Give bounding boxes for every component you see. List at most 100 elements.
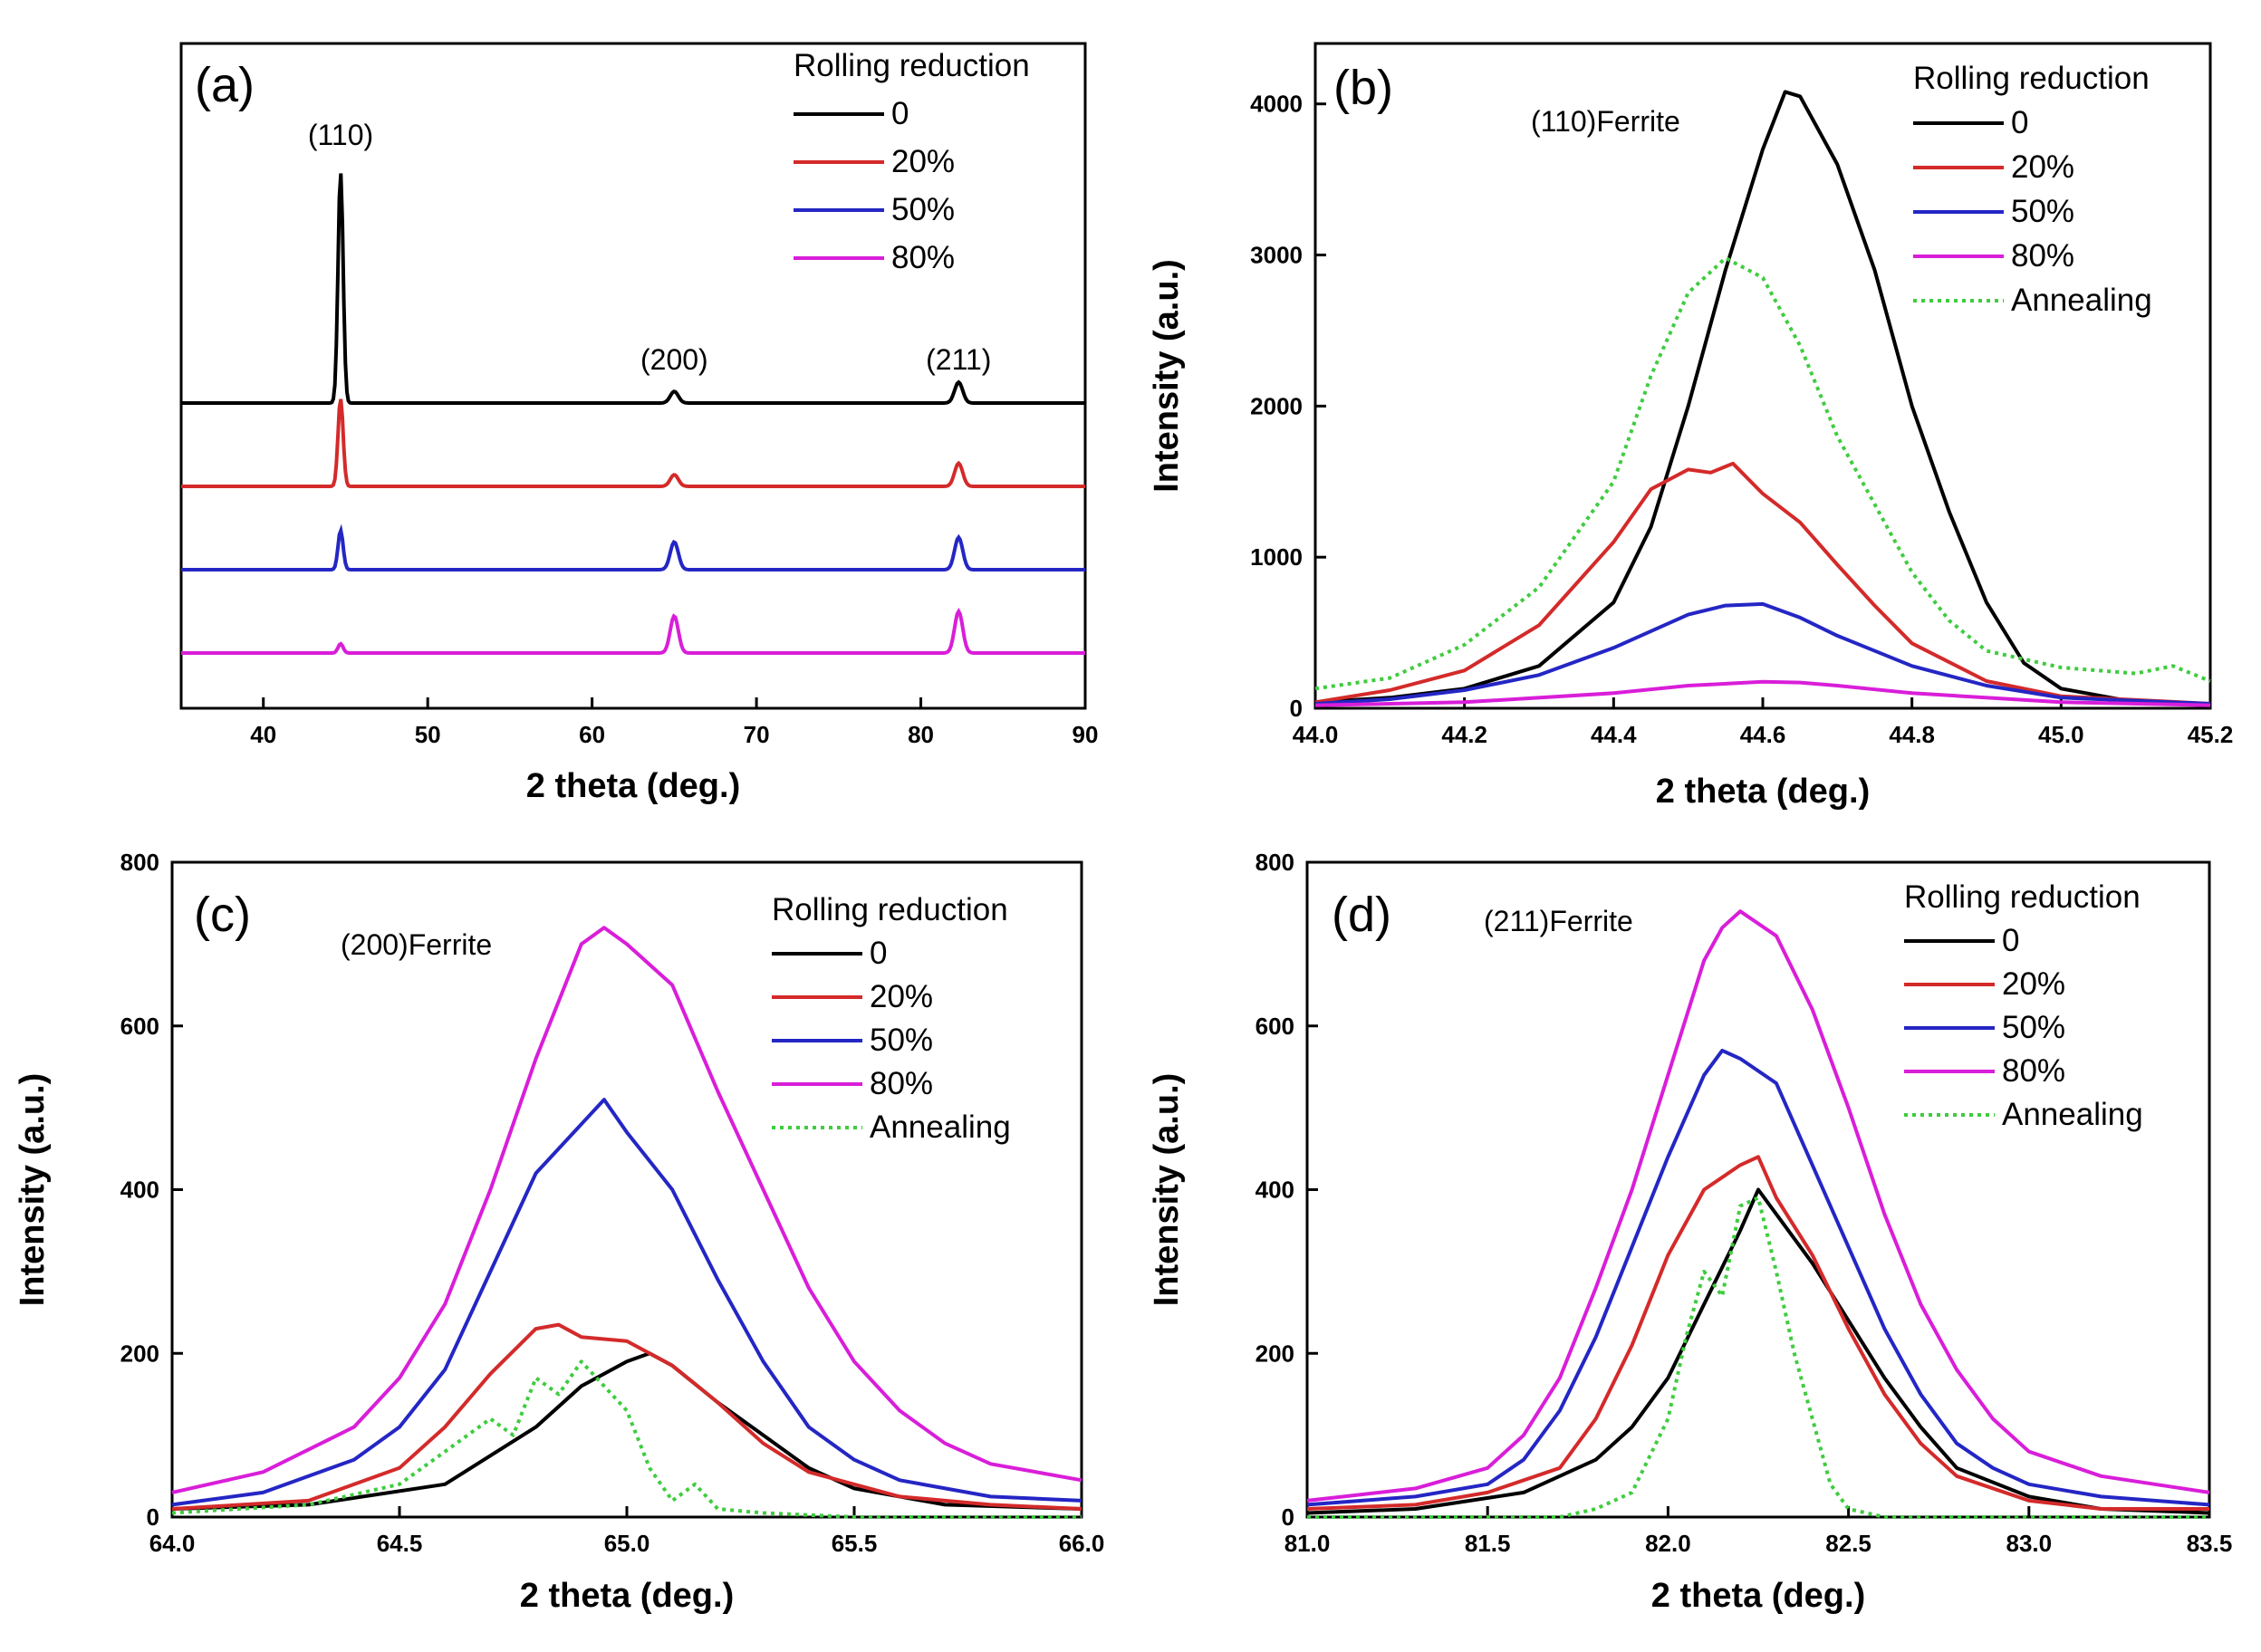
phase-annotation: (200)Ferrite [341, 928, 492, 961]
x-tick-label: 81.0 [1284, 1530, 1331, 1557]
legend-label: Annealing [2011, 283, 2152, 318]
x-tick-label: 44.8 [1889, 721, 1935, 748]
legend-label: 80% [870, 1066, 933, 1101]
series-line-20pct [181, 399, 1085, 488]
legend-label: 20% [2002, 966, 2065, 1002]
y-axis-title: Intensity (a.u.) [1148, 1073, 1186, 1307]
phase-annotation: (110)Ferrite [1531, 105, 1680, 138]
x-tick-label: 44.4 [1591, 721, 1637, 748]
legend-label: Annealing [2002, 1097, 2143, 1132]
plot-frame [170, 860, 1083, 1519]
x-tick-label: 83.5 [2187, 1530, 2233, 1557]
legend: Rolling reduction 0 20% 50% 80% Annealing [1913, 61, 2152, 318]
legend-label: 20% [891, 144, 955, 179]
y-tick-label: 2000 [1250, 392, 1303, 419]
panel-b: 44.0 44.2 44.4 44.6 44.8 45.0 45.2 0 1000 2000 300… [1148, 42, 2234, 811]
x-axis-title: 2 theta (deg.) [1656, 773, 1870, 811]
legend-title: Rolling reduction [1913, 61, 2150, 96]
series-line-80pct [181, 607, 1085, 655]
y-tick-label: 400 [1256, 1177, 1294, 1204]
y-axis-title: Intensity (a.u.) [1148, 259, 1186, 493]
series-line-80pct [1306, 909, 2210, 1503]
x-tick-label: 44.2 [1441, 721, 1487, 748]
y-tick-label: 800 [1256, 849, 1294, 876]
legend-label: 0 [891, 96, 909, 131]
legend: Rolling reduction 0 20% 50% 80% Annealing [772, 892, 1011, 1145]
legend-label: 0 [2011, 105, 2028, 140]
panel-label: (b) [1333, 61, 1393, 115]
x-tick-label: 82.0 [1645, 1530, 1691, 1557]
x-tick-label: 40 [250, 721, 276, 748]
x-tick-label: 60 [579, 721, 605, 748]
series-line-20pct [1314, 461, 2211, 706]
y-tick-label: 800 [120, 849, 159, 876]
legend: Rolling reduction 0 20% 50% 80% Annealing [1904, 879, 2143, 1132]
x-axis-title: 2 theta (deg.) [520, 1577, 734, 1615]
y-tick-label: 200 [1256, 1340, 1294, 1367]
series-line-0 [1314, 90, 2211, 707]
legend-label: 80% [891, 240, 955, 275]
legend-label: 50% [2011, 194, 2074, 229]
series-line-80pct [171, 926, 1082, 1494]
series-line-20pct [1306, 1155, 2209, 1511]
legend-label: 0 [870, 936, 887, 971]
peak-label: (211) [926, 343, 991, 376]
y-tick-label: 0 [147, 1503, 159, 1531]
peak-label: (110) [308, 119, 373, 151]
legend-label: 80% [2002, 1053, 2065, 1089]
series-line-50pct [181, 523, 1085, 571]
x-tick-label: 65.5 [832, 1530, 878, 1557]
series-line-50pct [1306, 1048, 2210, 1507]
x-axis-title: 2 theta (deg.) [526, 767, 740, 805]
legend-label: 50% [2002, 1010, 2065, 1045]
plot-frame [179, 42, 1087, 710]
x-tick-label: 64.0 [149, 1530, 196, 1557]
legend: Rolling reduction 0 20% 50% 80% [794, 48, 1030, 275]
y-tick-label: 200 [120, 1340, 159, 1367]
panel-label: (c) [194, 888, 251, 942]
y-tick-label: 600 [120, 1013, 159, 1040]
legend-label: 50% [891, 192, 955, 227]
y-tick-label: 4000 [1250, 91, 1303, 118]
phase-annotation: (211)Ferrite [1484, 905, 1633, 937]
series-line-80pct [1314, 679, 2211, 707]
x-tick-label: 90 [1073, 721, 1099, 748]
series-line-annealing [171, 1359, 1082, 1519]
legend-title: Rolling reduction [794, 48, 1030, 83]
x-tick-label: 45.2 [2188, 721, 2234, 748]
panel-d: 81.0 81.5 82.0 82.5 83.0 83.5 0 200 400 600 800 Int… [1148, 849, 2232, 1615]
series-line-0 [181, 173, 1085, 405]
y-tick-label: 1000 [1250, 543, 1303, 571]
x-tick-label: 50 [415, 721, 441, 748]
x-tick-label: 44.6 [1740, 721, 1786, 748]
panel-c: 64.0 64.5 65.0 65.5 66.0 0 200 400 600 800 Intensi… [14, 849, 1104, 1615]
legend-title: Rolling reduction [772, 892, 1008, 927]
legend-label: 20% [870, 979, 933, 1014]
legend-label: 20% [2011, 149, 2074, 185]
x-tick-label: 81.5 [1465, 1530, 1511, 1557]
legend-label: 50% [870, 1023, 933, 1058]
x-tick-label: 65.0 [604, 1530, 650, 1557]
y-tick-label: 0 [1290, 695, 1303, 722]
series-line-annealing [1307, 1196, 2209, 1519]
series-line-50pct [171, 1098, 1082, 1507]
series-line-0 [1306, 1187, 2210, 1515]
series-line-50pct [1314, 601, 2211, 706]
x-tick-label: 44.0 [1293, 721, 1339, 748]
x-tick-label: 82.5 [1825, 1530, 1871, 1557]
peak-label: (200) [640, 343, 708, 376]
y-tick-label: 3000 [1250, 242, 1303, 269]
legend-title: Rolling reduction [1904, 879, 2141, 915]
legend-label: 80% [2011, 238, 2074, 274]
panel-label: (d) [1332, 888, 1391, 942]
panel-a: 40 50 60 70 80 90 (110) (200) (211) 2 theta (deg.… [179, 42, 1099, 805]
y-tick-label: 0 [1282, 1503, 1294, 1531]
x-tick-label: 64.5 [377, 1530, 423, 1557]
x-tick-label: 45.0 [2038, 721, 2084, 748]
panel-label: (a) [195, 58, 255, 112]
plot-frame [1313, 42, 2212, 710]
legend-label: Annealing [870, 1109, 1011, 1145]
legend-label: 0 [2002, 923, 2019, 958]
series-line-20pct [171, 1322, 1082, 1511]
